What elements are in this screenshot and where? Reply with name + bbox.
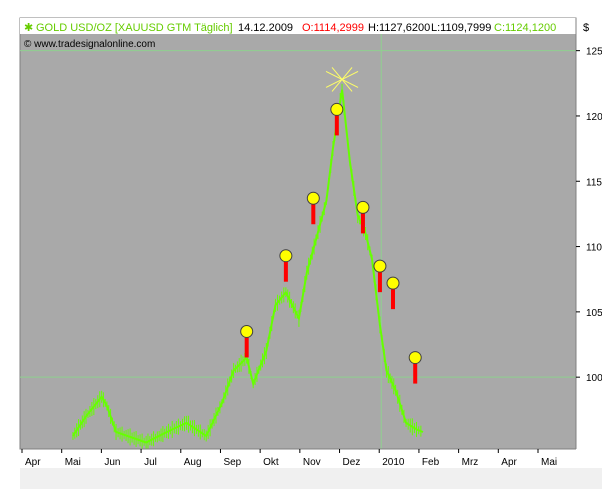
currency-label: $ <box>583 22 589 34</box>
x-tick-label: Okt <box>263 457 279 468</box>
signal-bar <box>390 289 395 310</box>
signal-bar <box>311 204 316 225</box>
y-tick-label: 1200 <box>586 112 602 123</box>
signal-dot <box>279 249 293 263</box>
copyright-label: © www.tradesignalonline.com <box>24 39 155 50</box>
x-tick-label: Mrz <box>462 457 479 468</box>
signal-dot <box>408 351 422 365</box>
x-tick-label: Feb <box>422 457 440 468</box>
signal-bar <box>377 272 382 293</box>
header-strip <box>20 18 576 34</box>
x-tick-label: 2010 <box>382 457 405 468</box>
x-tick-label: Apr <box>501 457 517 468</box>
signal-bar <box>334 115 339 136</box>
high-value: H:1127,6200 <box>368 22 430 34</box>
x-tick-label: Jun <box>104 457 120 468</box>
x-tick-label: Mai <box>65 457 81 468</box>
y-axis: 1000 1050 1100 1150 1200 1250 <box>576 47 602 384</box>
signal-dot <box>356 200 370 214</box>
close-value: C:1124,1200 <box>494 22 556 34</box>
x-tick-label: Mai <box>541 457 557 468</box>
y-tick-label: 1250 <box>586 47 602 58</box>
x-tick-label: Nov <box>303 457 321 468</box>
bar-date: 14.12.2009 <box>238 22 293 34</box>
plot-area[interactable] <box>20 18 576 449</box>
x-tick-label: Aug <box>184 457 202 468</box>
x-tick-label: Dez <box>343 457 361 468</box>
signal-dot <box>306 191 320 205</box>
header-marker-icon: ✱ <box>24 22 33 34</box>
signal-bar <box>244 337 249 358</box>
x-tick-label: Sep <box>223 457 241 468</box>
signal-bar <box>283 261 288 282</box>
signal-dot <box>240 324 254 338</box>
signal-markers <box>240 102 422 384</box>
y-tick-label: 1050 <box>586 308 602 319</box>
grid-lines <box>20 34 576 449</box>
y-tick-label: 1100 <box>586 243 602 254</box>
x-axis: Apr Mai Jun Jul Aug Sep Okt Nov Dez 2010 Feb Mrz Apr… <box>21 449 557 468</box>
x-tick-label: Apr <box>25 457 41 468</box>
x-tick-label: Jul <box>144 457 157 468</box>
instrument-label: GOLD USD/OZ [XAUUSD GTM Täglich] <box>36 22 233 34</box>
signal-dot <box>330 102 344 116</box>
peak-star-annotation <box>325 67 359 92</box>
price-series <box>72 83 424 450</box>
signal-dot <box>386 276 400 290</box>
right-axis-strip <box>576 18 602 449</box>
chart-header: ✱ GOLD USD/OZ [XAUUSD GTM Täglich] 14.12… <box>24 22 589 50</box>
star-ray <box>331 67 353 92</box>
signal-dot <box>373 259 387 273</box>
open-value: O:1114,2999 <box>302 22 364 34</box>
signal-bar <box>413 363 418 384</box>
y-tick-label: 1150 <box>586 177 602 188</box>
signal-bar <box>360 213 365 234</box>
low-value: L:1109,7999 <box>431 22 491 34</box>
y-tick-label: 1000 <box>586 373 602 384</box>
footer-bar <box>20 468 602 489</box>
